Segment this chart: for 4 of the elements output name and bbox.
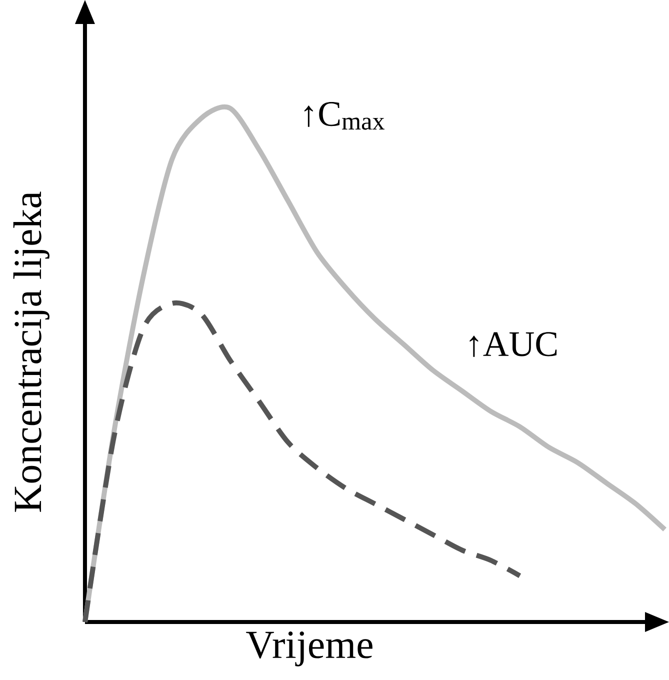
- y-axis-title: Koncentracija lijeka: [13, 192, 50, 512]
- annotation: ↑AUC: [470, 332, 557, 357]
- x-axis-title: Vrijeme: [246, 632, 372, 666]
- annotation: ↑C$_{max}$: [304, 102, 384, 130]
